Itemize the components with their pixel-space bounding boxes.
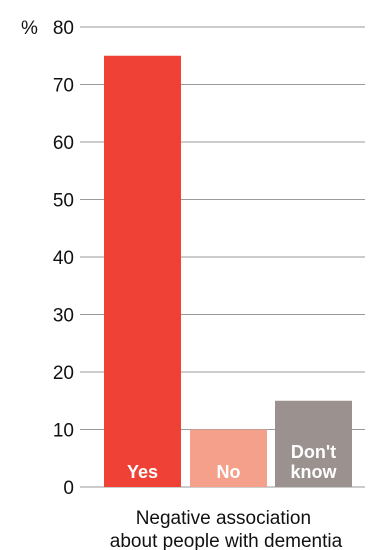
y-tick-label: 70 (53, 76, 74, 97)
bar-category-label: Don't (291, 442, 336, 462)
x-axis-title: Negative association about people with d… (110, 508, 343, 550)
bar-category-label: Yes (127, 462, 158, 482)
bar-category-label: No (217, 462, 241, 482)
y-tick-label: 10 (53, 421, 74, 442)
x-axis-title-line-2: about people with dementia (110, 531, 343, 550)
bar-category-label: know (290, 462, 337, 482)
y-tick-label: 30 (53, 306, 74, 327)
y-tick-label: 80 (53, 18, 74, 39)
bar (275, 400, 352, 487)
y-tick-label: 0 (63, 478, 74, 499)
y-axis-ticks: 0 10 20 30 40 50 60 70 80 (53, 18, 74, 499)
y-tick-label: 40 (53, 248, 74, 269)
y-unit-label: % (21, 18, 38, 39)
bar (190, 429, 267, 487)
bar (104, 55, 181, 487)
y-tick-label: 20 (53, 363, 74, 384)
x-axis-title-line-1: Negative association (136, 508, 311, 529)
y-tick-label: 60 (53, 133, 74, 154)
y-tick-label: 50 (53, 191, 74, 212)
